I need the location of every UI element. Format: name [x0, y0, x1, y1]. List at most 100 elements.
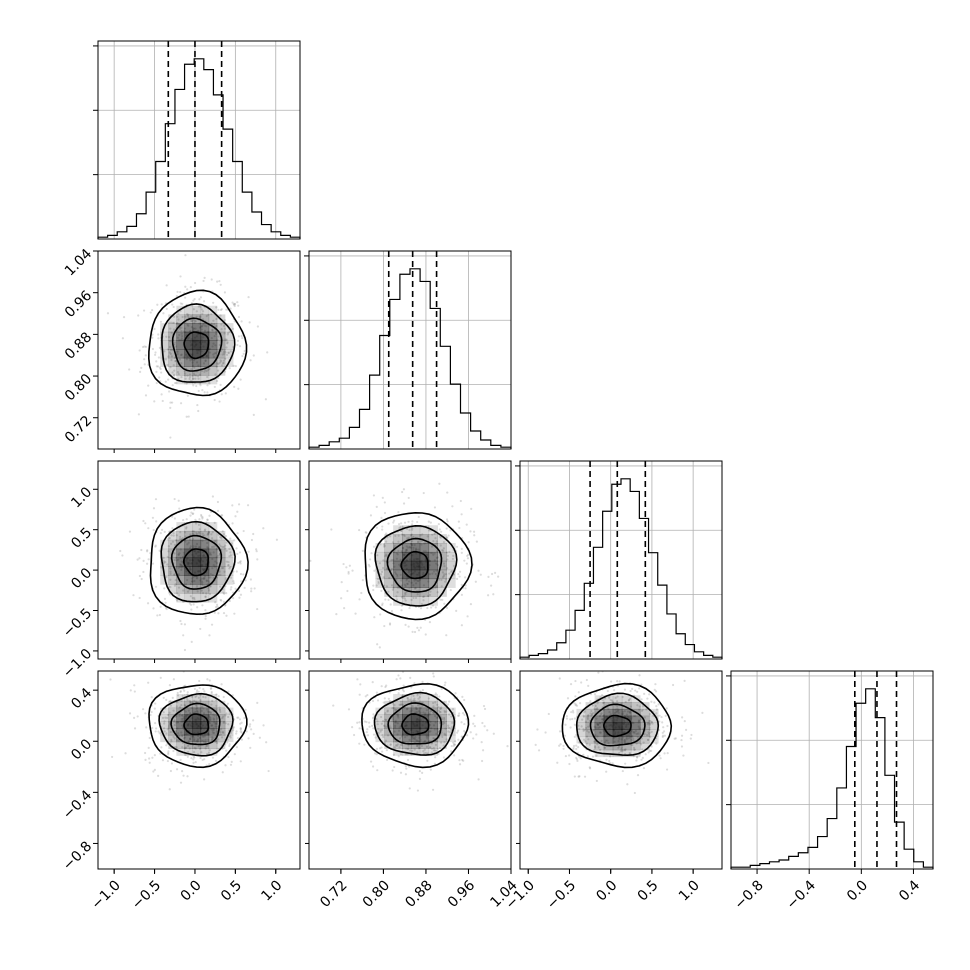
scatter-point [211, 756, 215, 759]
scatter-point [608, 710, 611, 714]
scatter-point [194, 377, 197, 380]
x-tick-label-1-0: 0.72 [317, 877, 350, 910]
scatter-point [633, 731, 636, 734]
scatter-point [212, 713, 215, 716]
scatter-point [212, 319, 215, 322]
scatter-point [391, 707, 394, 710]
scatter-point [206, 391, 209, 394]
density-block [192, 728, 202, 736]
scatter-point [376, 554, 379, 557]
scatter-point [443, 711, 447, 714]
scatter-point [612, 689, 616, 692]
scatter-point [399, 703, 403, 706]
scatter-point [420, 543, 423, 546]
density-block [184, 522, 194, 532]
scatter-point [180, 326, 183, 329]
scatter-point [384, 725, 387, 729]
scatter-point [432, 672, 435, 675]
scatter-point [165, 358, 168, 361]
scatter-point [429, 710, 432, 713]
scatter-point [192, 603, 195, 606]
scatter-point [447, 726, 450, 729]
scatter-point [368, 721, 371, 724]
scatter-point [636, 704, 639, 707]
scatter-point [160, 746, 163, 749]
scatter-point [219, 314, 222, 317]
scatter-point [166, 363, 169, 367]
scatter-point [424, 542, 427, 545]
scatter-point [186, 693, 189, 696]
scatter-point [466, 557, 470, 560]
scatter-point [624, 762, 627, 765]
density-block [402, 525, 412, 535]
scatter-point [159, 676, 162, 679]
scatter-point [449, 570, 453, 574]
scatter-point [648, 749, 651, 752]
scatter-point [166, 716, 169, 720]
scatter-point [401, 547, 404, 550]
scatter-point [229, 588, 232, 591]
scatter-point [217, 695, 220, 698]
scatter-point [215, 693, 218, 696]
density-block [200, 548, 210, 559]
density-block [639, 742, 650, 751]
density-block [585, 715, 596, 724]
scatter-point [169, 401, 172, 404]
density-block [200, 357, 210, 367]
density-block [216, 323, 226, 333]
contour-level-3 [183, 713, 210, 736]
scatter-point [210, 312, 213, 316]
scatter-point [674, 737, 677, 740]
scatter-point [474, 580, 477, 583]
scatter-point [217, 573, 220, 576]
scatter-point [566, 697, 570, 700]
density-block [208, 734, 218, 743]
scatter-point [213, 521, 216, 524]
scatter-point [469, 530, 472, 533]
scatter-point [418, 696, 421, 699]
scatter-point [575, 756, 578, 760]
scatter-point [209, 585, 212, 588]
scatter-point [391, 720, 394, 723]
scatter-point [208, 514, 211, 517]
scatter-point [440, 687, 443, 691]
scatter-point [209, 718, 212, 721]
scatter-point [197, 523, 201, 526]
scatter-point [389, 743, 392, 746]
scatter-point [411, 520, 414, 523]
scatter-point [210, 623, 214, 626]
scatter-point [473, 714, 476, 717]
scatter-point [408, 738, 411, 741]
scatter-point [655, 712, 658, 715]
density-block [402, 728, 412, 736]
scatter-point [365, 720, 368, 724]
scatter-point [650, 730, 653, 733]
scatter-point [203, 370, 206, 373]
scatter-point [384, 739, 388, 742]
scatter-point [665, 768, 669, 771]
scatter-point [571, 709, 575, 712]
scatter-point [629, 736, 632, 739]
scatter-point [426, 737, 429, 740]
scatter-point [172, 532, 175, 535]
scatter-point [245, 730, 248, 733]
scatter-point [434, 749, 438, 752]
density-block [375, 578, 385, 588]
scatter-point [175, 746, 178, 749]
scatter-point [393, 704, 396, 707]
scatter-point [648, 724, 651, 727]
density-block [419, 587, 430, 597]
scatter-point [435, 550, 439, 553]
scatter-point [215, 739, 218, 743]
scatter-point [399, 771, 403, 774]
scatter-point [200, 739, 204, 742]
scatter-point [225, 339, 228, 342]
scatter-point [420, 705, 423, 708]
scatter-point [192, 318, 195, 321]
density-block [200, 539, 210, 550]
density-block [428, 543, 438, 553]
density-block [224, 566, 234, 576]
scatter-point [371, 681, 374, 684]
density-block [402, 578, 412, 588]
scatter-point [393, 765, 396, 769]
